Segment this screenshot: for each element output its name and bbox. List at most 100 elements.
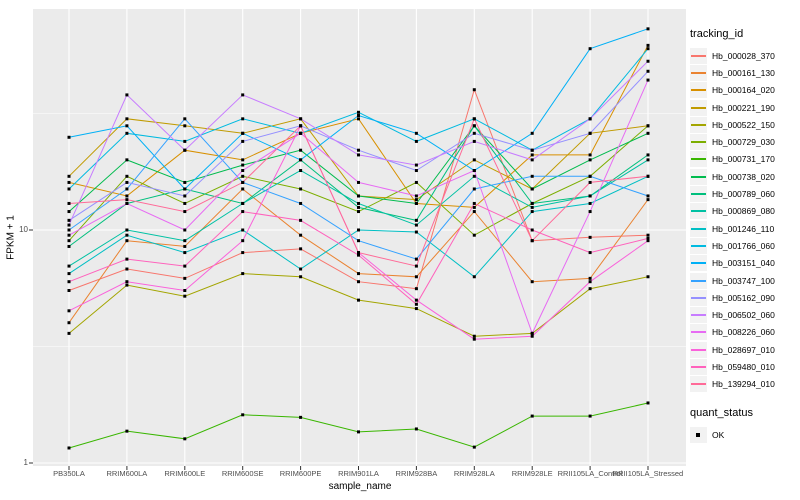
data-point — [183, 294, 187, 298]
data-point — [646, 275, 650, 279]
data-point — [67, 331, 71, 335]
legend-key-swatch — [690, 82, 707, 99]
data-point — [646, 194, 650, 198]
data-point — [67, 446, 71, 450]
data-point — [67, 187, 71, 191]
legend-line-icon — [691, 383, 706, 386]
data-point — [125, 93, 129, 97]
data-point — [67, 201, 71, 205]
data-point — [299, 201, 303, 205]
data-point — [299, 218, 303, 222]
data-point — [183, 228, 187, 232]
legend-line-icon — [691, 89, 706, 92]
data-point — [646, 239, 650, 243]
data-point — [472, 139, 476, 143]
data-point — [67, 233, 71, 237]
x-tick-label: PB350LA — [53, 469, 85, 478]
data-point — [241, 131, 245, 135]
data-point — [530, 174, 534, 178]
legend-line-icon — [691, 244, 706, 247]
data-point — [67, 174, 71, 178]
data-point — [241, 163, 245, 167]
legend-item-label: Hb_139294_010 — [712, 379, 775, 390]
data-point — [357, 210, 360, 214]
data-point — [530, 205, 534, 209]
data-point — [241, 413, 245, 417]
data-point — [472, 210, 476, 214]
data-point — [299, 267, 303, 271]
data-point — [414, 298, 418, 302]
data-point — [588, 414, 592, 418]
data-point — [357, 148, 360, 152]
x-tick-label: RRIM600SE — [221, 469, 264, 478]
data-point — [125, 198, 129, 202]
data-point — [241, 201, 245, 205]
x-tick-label: RRIM600LE — [164, 469, 206, 478]
data-point — [414, 198, 418, 202]
data-point — [299, 233, 303, 237]
data-point — [472, 187, 476, 191]
data-point — [357, 153, 360, 157]
x-tick-label: RRIM600PE — [279, 469, 322, 478]
data-point — [299, 117, 303, 121]
legend-item-label: Hb_001246_110 — [712, 223, 775, 234]
data-point — [472, 124, 476, 128]
data-point — [125, 131, 129, 135]
legend-line-icon — [691, 279, 706, 282]
data-point — [530, 334, 534, 338]
legend-line-icon — [691, 106, 706, 109]
legend-line-icon — [691, 158, 706, 161]
x-tick-label: RRII105LA_Stressed — [612, 469, 684, 478]
data-point — [125, 180, 129, 184]
data-point — [472, 233, 476, 237]
legend-item-label: Hb_008226_060 — [712, 327, 775, 338]
legend-item-Hb_000731_170: Hb_000731_170 — [690, 151, 800, 168]
legend-key-swatch — [690, 47, 707, 64]
legend-line-icon — [691, 365, 706, 368]
data-point — [414, 194, 418, 198]
data-point — [183, 276, 187, 280]
data-point — [299, 124, 303, 128]
legend-item-Hb_001246_110: Hb_001246_110 — [690, 220, 800, 237]
data-point — [67, 180, 71, 184]
data-point — [125, 201, 129, 205]
data-point — [414, 131, 418, 135]
legend-key-swatch — [690, 64, 707, 81]
data-point — [241, 158, 245, 162]
data-point — [414, 230, 418, 234]
data-point — [67, 272, 71, 276]
legend-item-Hb_003151_040: Hb_003151_040 — [690, 255, 800, 272]
data-point — [67, 239, 71, 243]
data-point — [357, 228, 360, 232]
data-point — [125, 257, 129, 261]
data-point — [241, 169, 245, 173]
data-point — [67, 309, 71, 313]
data-point — [646, 153, 650, 157]
data-point — [646, 174, 650, 178]
legend-tracking-items: Hb_000028_370 Hb_000161_130 Hb_000164_020 H… — [690, 47, 800, 393]
legend-item-Hb_000738_020: Hb_000738_020 — [690, 168, 800, 185]
data-point — [357, 180, 360, 184]
data-point — [646, 236, 650, 240]
data-point — [357, 205, 360, 209]
legend-item-Hb_059480_010: Hb_059480_010 — [690, 358, 800, 375]
legend-key-swatch — [690, 116, 707, 133]
data-point — [299, 148, 303, 152]
data-point — [530, 331, 534, 335]
data-point — [357, 110, 360, 114]
legend-item-label: Hb_000731_170 — [712, 154, 775, 165]
data-point — [530, 158, 534, 162]
data-point — [414, 223, 418, 227]
legend-item-label: Hb_059480_010 — [712, 361, 775, 372]
legend-line-icon — [691, 193, 706, 196]
x-tick-label: RRIM901LA — [338, 469, 379, 478]
legend-line-icon — [691, 331, 706, 334]
legend-title-tracking-id: tracking_id — [690, 28, 744, 40]
legend-item-Hb_139294_010: Hb_139294_010 — [690, 376, 800, 393]
data-point — [299, 275, 303, 279]
data-point — [67, 280, 71, 284]
data-point — [414, 307, 418, 311]
data-point — [646, 124, 650, 128]
data-point — [530, 280, 534, 284]
